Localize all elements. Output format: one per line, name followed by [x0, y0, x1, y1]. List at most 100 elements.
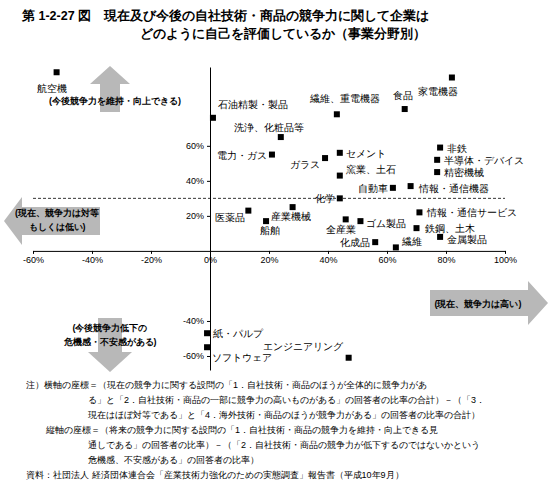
x-tick-label: -40%	[82, 255, 103, 265]
y-tick-label: -60%	[183, 351, 204, 361]
y-tick: -40%	[183, 316, 210, 326]
note: 通しである」の回答者の比率）－（「2．自社技術・商品の競争力が低下するのではない…	[88, 440, 480, 450]
x-axis: -60%-40%-20%0%20%40%60%80%100%	[23, 251, 517, 265]
chart: 第 1-2-27 図 現在及び今後の自社技術・商品の競争力に関して企業はどのよう…	[0, 0, 554, 504]
point-labels: 航空機家電機器石油精製・製品繊維、重電機器食品洗浄、化粧品等電力・ガスセメントガ…	[37, 83, 525, 363]
x-tick-mark	[269, 251, 270, 254]
y-tick-mark	[207, 181, 210, 182]
point-label: ソフトウェア	[212, 352, 272, 363]
note: 危機感、不安感がある」の回答者の比率）	[88, 455, 259, 465]
x-tick-label: -20%	[141, 255, 162, 265]
y-tick: 20%	[186, 211, 210, 221]
point	[337, 150, 343, 156]
y-tick-mark	[207, 146, 210, 147]
point	[416, 209, 422, 215]
point	[437, 145, 443, 151]
point	[408, 183, 414, 189]
point	[269, 152, 275, 158]
point	[434, 157, 440, 163]
point-label: 情報・通信サービス	[426, 207, 517, 218]
point-label: 鉄鋼、土木	[425, 223, 475, 234]
point-label: エンジニアリング	[263, 341, 344, 352]
y-tick-label: 40%	[186, 176, 204, 186]
annotation: (今後競争力を維持・向上できる)	[49, 96, 181, 106]
x-tick-mark	[387, 251, 388, 254]
y-tick-mark	[207, 216, 210, 217]
x-tick-label: 40%	[319, 255, 337, 265]
point	[322, 155, 328, 161]
annotation: (現在、競争力は対等	[15, 208, 99, 218]
annotation: 危機感・不安感がある)	[63, 337, 157, 347]
x-tick: -20%	[141, 251, 162, 265]
x-tick-mark	[92, 251, 93, 254]
y-axis-line	[210, 68, 211, 371]
point-label: 自動車	[358, 183, 388, 194]
point	[393, 244, 399, 250]
point-label: 精密機械	[444, 167, 484, 178]
point-label: 産業機械	[271, 211, 311, 222]
x-tick-mark	[33, 251, 34, 254]
notes: 注）横軸の座標＝（現在の競争力に関する設問の「1．自社技術・商品のほうが全体的に…	[26, 380, 485, 480]
x-tick: 80%	[437, 251, 455, 265]
point	[414, 225, 420, 231]
point	[346, 355, 352, 361]
point	[204, 344, 210, 350]
point	[263, 218, 269, 224]
point-label: 食品	[393, 90, 413, 101]
point	[245, 208, 251, 214]
point-label: 全産業	[326, 224, 356, 235]
x-tick-label: -60%	[23, 255, 44, 265]
point-label: 家電機器	[418, 86, 458, 97]
x-tick: -40%	[82, 251, 103, 265]
title: どのように自己を評価しているか（事業分野別）	[140, 26, 426, 41]
point-label: 化成品	[340, 237, 370, 248]
x-tick-mark	[505, 251, 506, 254]
point	[357, 218, 363, 224]
point-label: 非鉄	[447, 143, 467, 154]
annotation: もしくは低い)	[29, 222, 86, 232]
point	[210, 115, 216, 121]
point-label: 紙・パルプ	[213, 328, 264, 339]
note: 資料：社団法人 経済団体連合会「産業技術力強化のための実態調査」報告書（平成10…	[26, 470, 404, 480]
point	[402, 106, 408, 112]
point-label: 繊維、重電機器	[309, 93, 380, 104]
point-label: 船舶	[260, 225, 280, 236]
y-tick-label: 60%	[186, 141, 204, 151]
point-label: 電力・ガス	[217, 150, 267, 161]
x-tick-label: 20%	[260, 255, 278, 265]
point	[372, 239, 378, 245]
point-label: 繊維	[401, 236, 422, 247]
point-label: 洗浄、化粧品等	[234, 122, 304, 133]
y-tick-mark	[207, 356, 210, 357]
point-label: 窯業、土石	[346, 164, 396, 175]
point	[337, 195, 343, 201]
point-label: セメント	[346, 148, 386, 159]
reference-line	[33, 198, 505, 199]
note: 注）横軸の座標＝（現在の競争力に関する設問の「1．自社技術・商品のほうが全体的に…	[26, 380, 427, 390]
y-tick-label: -40%	[183, 316, 204, 326]
x-tick-mark	[328, 251, 329, 254]
point	[278, 134, 284, 140]
point	[343, 216, 349, 222]
y-tick-label: 20%	[186, 211, 204, 221]
x-tick-label: 100%	[494, 255, 517, 265]
x-tick: -60%	[23, 251, 44, 265]
direction-arrow	[430, 281, 548, 325]
y-tick: 40%	[186, 176, 210, 186]
x-tick-label: 80%	[437, 255, 455, 265]
note: 縦軸の座標＝（将来の競争力に関する設問の「1．自社技術・商品の競争力を維持・向上…	[45, 425, 438, 435]
title: 第 1-2-27 図 現在及び今後の自社技術・商品の競争力に関して企業は	[21, 8, 429, 23]
point	[437, 234, 443, 240]
point-label: 金属製品	[447, 234, 487, 245]
x-tick: 100%	[494, 251, 517, 265]
point	[390, 185, 396, 191]
point-label: 石油精製・製品	[218, 99, 288, 110]
note: る」と「2．自社技術・商品の一部に競争力の高いものがある」の回答者の比率の合計）…	[88, 395, 485, 405]
point-label: ゴム製品	[366, 218, 406, 229]
point	[449, 75, 455, 81]
annotation: (現在、競争力は高い)	[435, 299, 522, 309]
note: 現在はほぼ対等である」と「4．海外技術・商品のほうが競争力がある」の回答者の比率…	[88, 410, 480, 420]
point-label: ガラス	[290, 159, 320, 170]
point	[334, 111, 340, 117]
point	[290, 204, 296, 210]
